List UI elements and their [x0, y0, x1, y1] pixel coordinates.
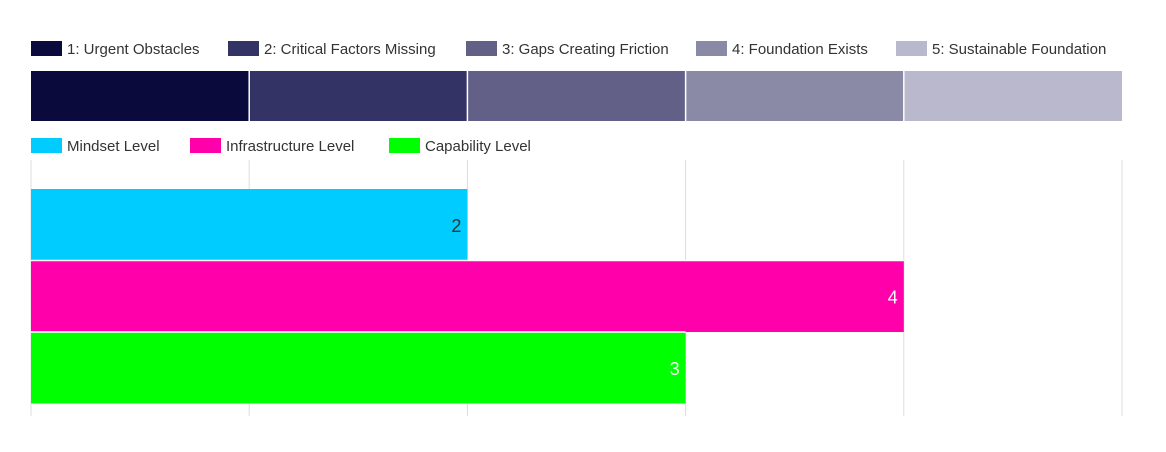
scale-legend-label: 1: Urgent Obstacles	[67, 41, 200, 58]
scale-legend-label: 5: Sustainable Foundation	[932, 41, 1106, 58]
bar-value-label: 2	[451, 216, 461, 236]
scale-legend-swatch	[31, 41, 62, 56]
series-legend-swatch	[389, 138, 420, 153]
series-legend-label: Infrastructure Level	[226, 138, 354, 155]
series-legend-swatch	[190, 138, 221, 153]
scale-legend-label: 4: Foundation Exists	[732, 41, 868, 58]
scale-band-segment	[31, 71, 250, 121]
scale-band-segment	[903, 71, 1122, 121]
bars: 2 4 3	[31, 189, 904, 404]
bar	[31, 189, 468, 261]
scale-legend: 1: Urgent Obstacles 2: Critical Factors M…	[31, 41, 1106, 58]
scale-band	[31, 71, 1122, 121]
series-legend-label: Mindset Level	[67, 138, 160, 155]
bar-value-label: 4	[888, 287, 898, 307]
scale-legend-swatch	[228, 41, 259, 56]
series-legend: Mindset Level Infrastructure Level Capabil…	[31, 138, 531, 155]
scale-legend-swatch	[696, 41, 727, 56]
bar	[31, 332, 686, 404]
scale-legend-label: 2: Critical Factors Missing	[264, 41, 436, 58]
bar-value-label: 3	[670, 359, 680, 379]
scale-legend-swatch	[896, 41, 927, 56]
series-legend-label: Capability Level	[425, 138, 531, 155]
scale-band-segment	[249, 71, 468, 121]
scale-legend-swatch	[466, 41, 497, 56]
bar	[31, 260, 904, 332]
series-legend-swatch	[31, 138, 62, 153]
scale-band-segment	[685, 71, 904, 121]
scale-band-segment	[467, 71, 686, 121]
scale-legend-label: 3: Gaps Creating Friction	[502, 41, 669, 58]
